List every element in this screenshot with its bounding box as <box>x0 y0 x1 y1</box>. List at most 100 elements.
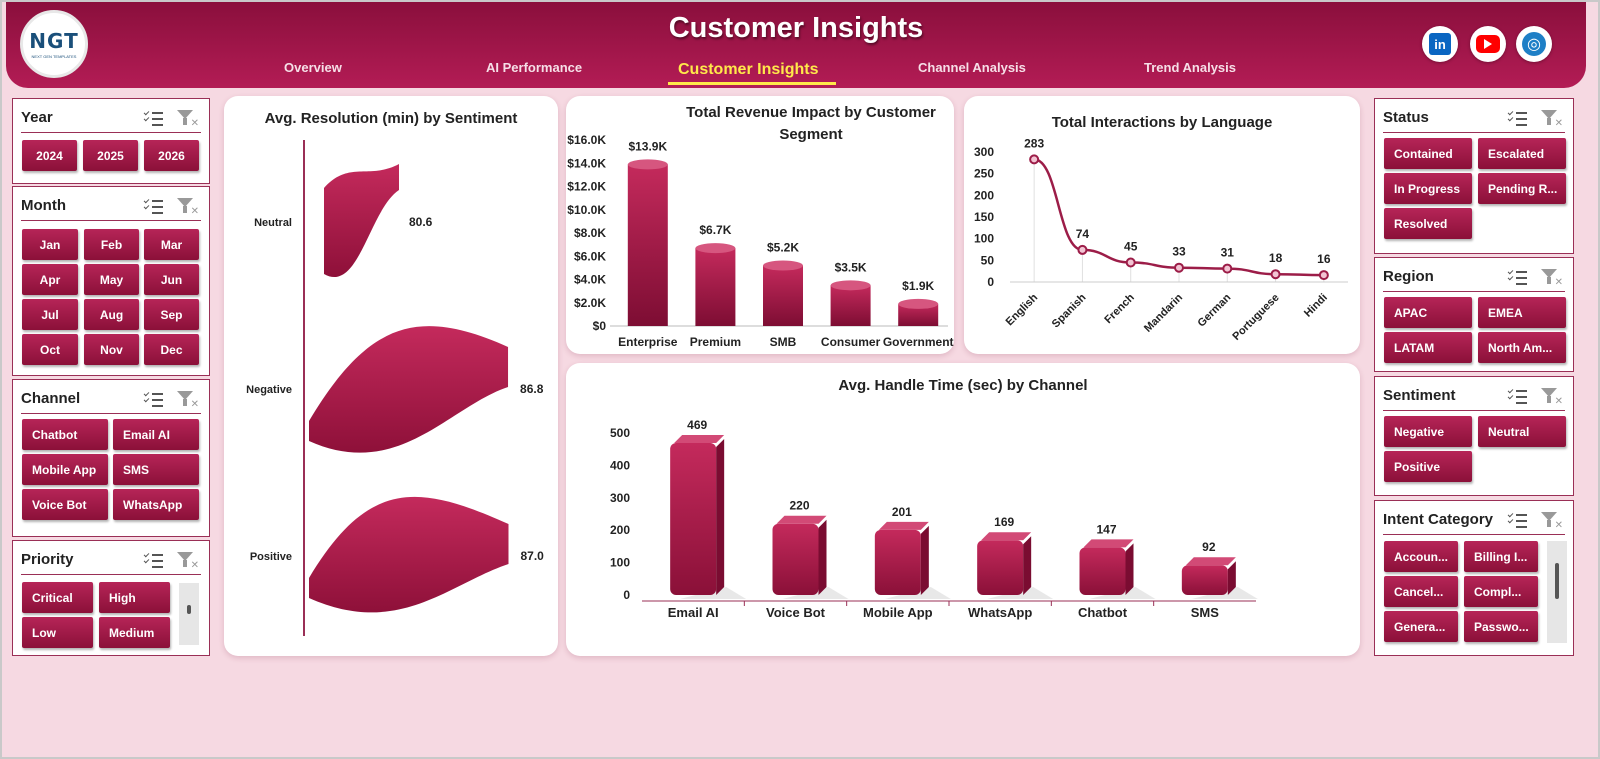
slicer-item[interactable]: WhatsApp <box>113 489 199 520</box>
nav-channel-analysis[interactable]: Channel Analysis <box>918 60 1026 75</box>
bar <box>1079 547 1126 595</box>
slicer-item[interactable]: Feb <box>84 229 139 260</box>
clear-filter-icon[interactable]: ✕ <box>177 551 199 571</box>
multi-select-icon[interactable] <box>1507 109 1527 127</box>
slicer-item[interactable]: LATAM <box>1384 332 1472 363</box>
globe-icon[interactable]: ◎ <box>1516 26 1552 62</box>
data-label: $5.2K <box>767 241 799 255</box>
bar <box>695 248 736 326</box>
slicer-item[interactable]: May <box>84 264 139 295</box>
bar-side <box>818 519 827 595</box>
slicer-item[interactable]: Dec <box>144 334 199 365</box>
nav-customer-insights[interactable]: Customer Insights <box>678 61 819 78</box>
slicer-item[interactable]: Chatbot <box>22 419 108 450</box>
slicer-item[interactable]: Jul <box>22 299 78 330</box>
data-label: 147 <box>1096 522 1116 536</box>
slicer-item[interactable]: Accoun... <box>1384 541 1458 572</box>
slicer-item[interactable]: Jan <box>22 229 78 260</box>
slicer-item[interactable]: Apr <box>22 264 78 295</box>
nav-trend-analysis[interactable]: Trend Analysis <box>1144 60 1236 75</box>
multi-select-icon[interactable] <box>1507 511 1527 529</box>
slicer-item[interactable]: Low <box>22 617 93 648</box>
y-tick-label: 500 <box>610 426 630 440</box>
data-point <box>1125 257 1136 268</box>
slicer-scrollbar[interactable] <box>1547 541 1567 643</box>
bar <box>763 265 803 326</box>
slicer-item[interactable]: APAC <box>1384 297 1472 328</box>
slicer-item[interactable]: Compl... <box>1464 576 1538 607</box>
logo: NGT NEXT GEN TEMPLATES <box>20 10 88 78</box>
slicer-item[interactable]: Critical <box>22 582 93 613</box>
slicer-item[interactable]: 2024 <box>22 140 77 171</box>
multi-select-icon[interactable] <box>143 551 163 569</box>
slicer-item[interactable]: Neutral <box>1478 416 1566 447</box>
slicer-item[interactable]: Medium <box>99 617 170 648</box>
clear-filter-icon[interactable]: ✕ <box>177 197 199 217</box>
slicer-item[interactable]: Negative <box>1384 416 1472 447</box>
slicer-item[interactable]: North Am... <box>1478 332 1566 363</box>
slicer-item[interactable]: EMEA <box>1478 297 1566 328</box>
slicer-item[interactable]: Genera... <box>1384 611 1458 642</box>
slicer-year: Year ✕ 2024 2025 2026 <box>12 98 210 184</box>
slicer-intent-category: Intent Category ✕ Accoun... Billing I...… <box>1374 500 1574 656</box>
data-point <box>1222 263 1233 274</box>
slicer-item[interactable]: Positive <box>1384 451 1472 482</box>
slicer-item[interactable]: SMS <box>113 454 199 485</box>
clear-filter-icon[interactable]: ✕ <box>177 109 199 129</box>
multi-select-icon[interactable] <box>1507 268 1527 286</box>
slicer-item[interactable]: Pending R... <box>1478 173 1566 204</box>
category-label: Neutral <box>254 217 292 229</box>
slicer-item[interactable]: Jun <box>144 264 199 295</box>
x-tick-label: German <box>1196 291 1234 329</box>
slicer-item[interactable]: Voice Bot <box>22 489 108 520</box>
slicer-item[interactable]: 2026 <box>144 140 199 171</box>
slicer-item[interactable]: Cancel... <box>1384 576 1458 607</box>
linkedin-icon[interactable]: in <box>1422 26 1458 62</box>
data-label: 33 <box>1172 245 1186 259</box>
slicer-item[interactable]: Oct <box>22 334 78 365</box>
multi-select-icon[interactable] <box>143 197 163 215</box>
bar <box>1181 565 1228 595</box>
x-tick-label: Voice Bot <box>766 605 826 620</box>
slicer-item[interactable]: Mobile App <box>22 454 108 485</box>
clear-filter-icon[interactable]: ✕ <box>177 390 199 410</box>
slicer-item[interactable]: Resolved <box>1384 208 1472 239</box>
slicer-item[interactable]: Escalated <box>1478 138 1566 169</box>
slicer-item[interactable]: Aug <box>84 299 139 330</box>
chart-handle-time-by-channel: Avg. Handle Time (sec) by Channel 0 100 20… <box>566 363 1360 656</box>
slicer-item[interactable]: High <box>99 582 170 613</box>
multi-select-icon[interactable] <box>143 390 163 408</box>
slicer-item[interactable]: Email AI <box>113 419 199 450</box>
slicer-item[interactable]: Sep <box>144 299 199 330</box>
y-tick-label: $12.0K <box>567 180 606 194</box>
slicer-item[interactable]: Mar <box>144 229 199 260</box>
slicer-title: Channel <box>21 390 81 407</box>
x-tick-label: WhatsApp <box>968 605 1032 620</box>
slicer-scrollbar[interactable] <box>179 583 199 645</box>
slicer-item[interactable]: Billing I... <box>1464 541 1538 572</box>
slicer-item[interactable]: Passwo... <box>1464 611 1538 642</box>
nav-overview[interactable]: Overview <box>284 60 342 75</box>
multi-select-icon[interactable] <box>1507 387 1527 405</box>
x-tick-label: English <box>1004 291 1041 328</box>
data-label: $3.5K <box>835 260 867 274</box>
data-label: 283 <box>1024 136 1044 150</box>
logo-subtext: NEXT GEN TEMPLATES <box>31 54 77 59</box>
clear-filter-icon[interactable]: ✕ <box>1541 109 1563 129</box>
clear-filter-icon[interactable]: ✕ <box>1541 511 1563 531</box>
slicer-status: Status ✕ Contained Escalated In Progress… <box>1374 98 1574 254</box>
clear-filter-icon[interactable]: ✕ <box>1541 387 1563 407</box>
multi-select-icon[interactable] <box>143 109 163 127</box>
nav-ai-performance[interactable]: AI Performance <box>486 60 583 75</box>
slicer-item[interactable]: Nov <box>84 334 139 365</box>
slicer-item[interactable]: In Progress <box>1384 173 1472 204</box>
bar-top <box>878 521 929 530</box>
slicer-item[interactable]: Contained <box>1384 138 1472 169</box>
slicer-title: Priority <box>21 551 74 568</box>
slicer-item[interactable]: 2025 <box>83 140 138 171</box>
clear-filter-icon[interactable]: ✕ <box>1541 268 1563 288</box>
data-label: $1.9K <box>902 279 934 293</box>
bar <box>977 540 1024 595</box>
y-tick-label: 100 <box>610 556 630 570</box>
youtube-icon[interactable] <box>1470 26 1506 62</box>
